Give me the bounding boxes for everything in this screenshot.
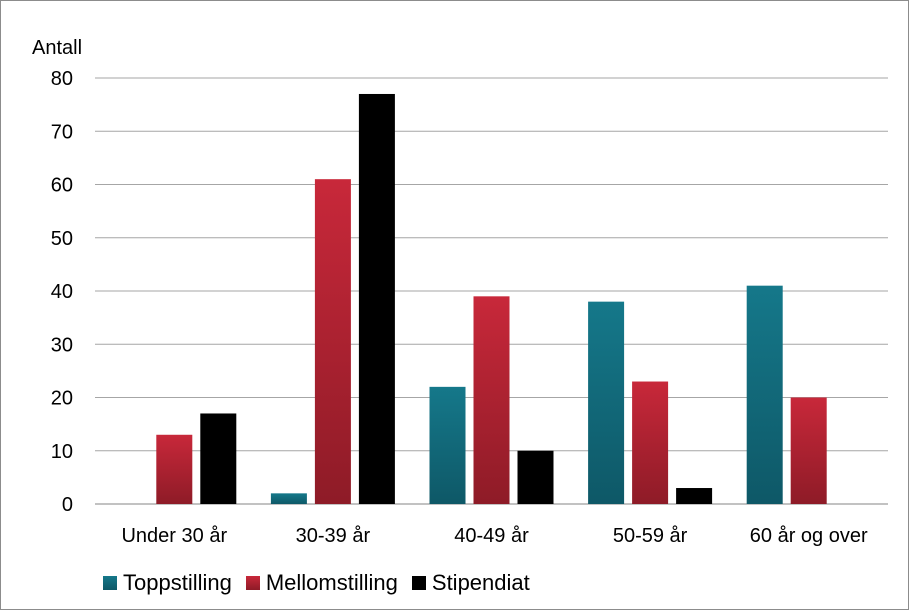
- y-axis-label: Antall: [32, 37, 82, 59]
- bars: [156, 93, 827, 505]
- y-axis-ticks: 0 10 20 30 40 50 60 70 80: [51, 68, 73, 516]
- legend-label: Stipendiat: [431, 570, 530, 595]
- y-tick-label: 0: [62, 494, 73, 516]
- y-tick-label: 50: [51, 228, 73, 250]
- x-tick-label: 30-39 år: [296, 525, 371, 547]
- legend-label: Mellomstilling: [265, 570, 398, 595]
- legend: Toppstilling Mellomstilling Stipendiat: [103, 567, 544, 599]
- legend-item-toppstilling: Toppstilling: [103, 570, 232, 596]
- bar-stipendiat-1: [358, 93, 395, 504]
- y-tick-label: 10: [51, 441, 73, 463]
- bar-stipendiat-2: [517, 450, 554, 504]
- bar-stipendiat-0: [200, 413, 237, 504]
- x-tick-label: Under 30 år: [121, 525, 227, 547]
- legend-label: Toppstilling: [123, 570, 232, 595]
- bar-toppstilling-3: [588, 301, 625, 504]
- x-tick-label: 50-59 år: [613, 525, 688, 547]
- y-tick-label: 80: [51, 68, 73, 90]
- bar-toppstilling-2: [429, 386, 466, 504]
- legend-swatch: [103, 576, 117, 590]
- x-tick-label: 60 år og over: [750, 525, 868, 547]
- bar-toppstilling-1: [270, 493, 307, 504]
- legend-swatch: [411, 576, 426, 590]
- bar-toppstilling-4: [746, 285, 783, 504]
- legend-item-mellomstilling: Mellomstilling: [245, 570, 398, 596]
- y-tick-label: 30: [51, 334, 73, 356]
- legend-item-stipendiat: Stipendiat: [411, 570, 530, 596]
- bar-mellomstilling-3: [632, 381, 669, 504]
- x-tick-label: 40-49 år: [454, 525, 529, 547]
- bar-stipendiat-3: [676, 488, 713, 504]
- bar-mellomstilling-4: [790, 397, 827, 504]
- y-tick-label: 40: [51, 281, 73, 303]
- bar-mellomstilling-1: [314, 179, 351, 505]
- x-axis-ticks: Under 30 år 30-39 år 40-49 år 50-59 år 60 år…: [121, 525, 867, 547]
- bar-mellomstilling-0: [156, 434, 193, 504]
- y-tick-label: 20: [51, 388, 73, 410]
- bar-mellomstilling-2: [473, 296, 510, 504]
- y-tick-label: 60: [51, 175, 73, 197]
- legend-swatch: [245, 576, 260, 590]
- y-tick-label: 70: [51, 121, 73, 143]
